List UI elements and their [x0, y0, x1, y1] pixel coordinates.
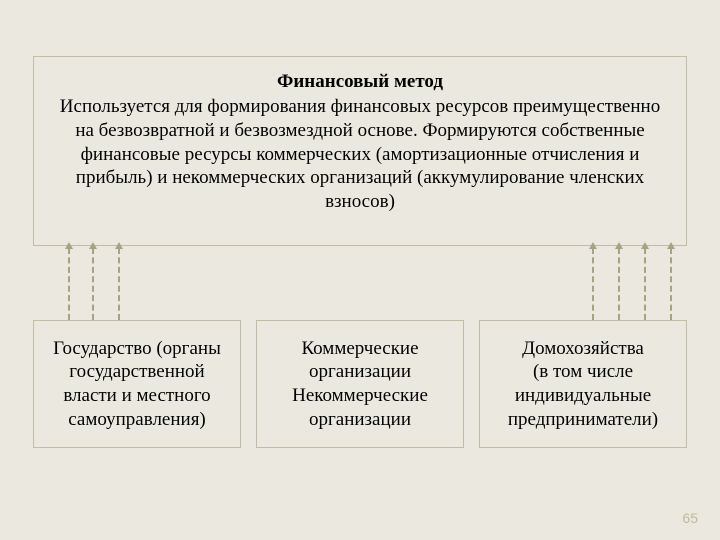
arrow-up-icon: [68, 248, 70, 320]
arrow-up-icon: [618, 248, 620, 320]
sub-text: Коммерческие организации: [267, 337, 453, 385]
arrow-up-icon: [592, 248, 594, 320]
arrow-up-icon: [670, 248, 672, 320]
sub-text: (в том числе индивидуальные предпринимат…: [490, 360, 676, 431]
arrow-up-icon: [92, 248, 94, 320]
sub-text: Государство (органы государственной влас…: [44, 337, 230, 432]
sub-text: Некоммерческие организации: [267, 384, 453, 432]
page-number: 65: [682, 510, 698, 526]
sub-text: Домохозяйства: [490, 337, 676, 361]
main-box: Финансовый метод Используется для формир…: [33, 56, 687, 246]
sub-box-state: Государство (органы государственной влас…: [33, 320, 241, 448]
main-title: Финансовый метод: [56, 71, 664, 93]
main-body: Используется для формирования финансовых…: [56, 95, 664, 214]
sub-box-orgs: Коммерческие организации Некоммерческие …: [256, 320, 464, 448]
arrow-up-icon: [644, 248, 646, 320]
sub-box-households: Домохозяйства (в том числе индивидуальны…: [479, 320, 687, 448]
arrow-up-icon: [118, 248, 120, 320]
